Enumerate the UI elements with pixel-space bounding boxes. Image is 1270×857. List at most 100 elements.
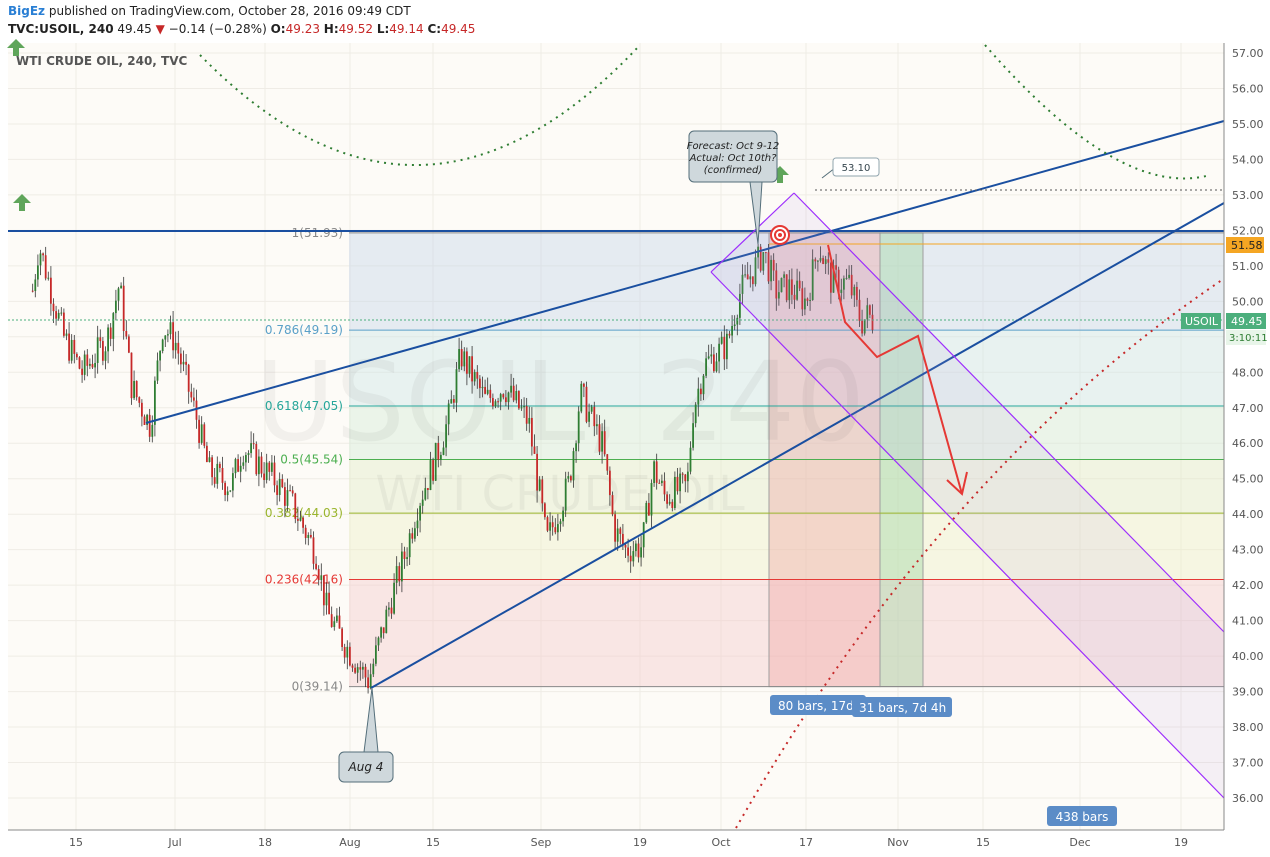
x-tick-label: 15 [426,836,440,849]
candle-body [515,391,518,401]
candle-body [432,460,434,481]
candle-body [775,270,778,299]
fib-level-label: 1(51.93) [292,226,343,240]
candle-body [161,339,164,352]
up-arrow-icon [13,194,31,211]
upper-trend-line[interactable] [145,120,1225,424]
candle-body [575,443,577,452]
close-label: C: [427,22,442,36]
symbol-tag-text: USOIL [1185,315,1219,328]
forecast-path[interactable] [827,244,963,495]
candle-body [567,476,570,479]
candle-body [94,362,96,368]
candle-body [538,479,541,491]
candle-body [99,337,102,342]
candle-body [468,356,471,374]
candle-body [151,424,154,437]
fib-zone [349,330,1224,406]
candle-body [679,473,681,492]
lower-trend-line[interactable] [370,202,1225,689]
channel-lower-line[interactable] [710,271,1225,799]
candle-body [556,524,559,533]
y-tick-label: 48.00 [1232,366,1264,379]
fib-level-label: 0.5(45.54) [280,453,343,467]
candle-body [840,289,843,293]
y-tick-label: 54.00 [1232,153,1264,166]
candle-body [335,615,338,622]
candle-body [489,389,492,399]
candle-body [458,349,460,370]
candle-body [790,279,793,295]
plot-background [8,43,1224,830]
watermark-symbol: USOIL, 240 [255,338,866,466]
candle-body [195,400,198,420]
candle-body [601,431,603,452]
channel-top-cap[interactable] [710,192,795,273]
cycle-arc-1[interactable] [199,44,641,166]
y-tick-label: 36.00 [1232,792,1264,805]
candle-body [478,378,481,389]
candle-body [770,259,772,282]
close-value: 49.45 [441,22,476,36]
candle-body [296,518,299,521]
candle-body [182,361,185,365]
candle-body [382,627,385,634]
candle-body [179,353,182,365]
x-tick-label: Nov [887,836,909,849]
candle-body [853,286,856,296]
channel-upper-line[interactable] [793,192,1225,633]
candle-body [81,368,83,375]
fib-level-label: 0.618(47.05) [265,399,343,413]
candle-body [803,298,806,310]
forecast-callout[interactable]: Forecast: Oct 9-12 Actual: Oct 10th? (co… [687,130,780,245]
candle-body [471,356,473,382]
target-price-label[interactable]: 53.10 [821,157,880,179]
candle-body [598,424,601,452]
fib-level-label: 0.382(44.03) [265,506,343,520]
candle-body [39,253,42,266]
candle-body [455,369,458,403]
candle-body [621,533,624,545]
candle-body [146,414,148,425]
x-tick-label: 18 [258,836,272,849]
candle-body [278,479,281,495]
candle-body [814,259,817,262]
target-marker-dot [778,233,782,237]
candle-body [229,490,232,492]
candle-body [247,453,250,456]
candle-body [437,442,440,460]
x-tick-label: 15 [976,836,990,849]
candle-body [512,385,515,401]
candle-body [112,313,115,339]
candle-body [86,354,89,366]
candle-body [34,279,37,291]
author-name[interactable]: BigEz [8,4,46,18]
symbol-label: TVC:USOIL, 240 [8,22,114,36]
y-tick-label: 41.00 [1232,615,1264,628]
candle-body [785,274,788,301]
candle-body [827,259,830,263]
candle-body [801,288,804,310]
aug-callout[interactable]: Aug 4 [338,687,394,783]
candle-body [52,303,55,312]
publish-info: published on TradingView.com, October 28… [48,4,411,18]
candle-body [252,443,255,445]
candle-body [767,252,770,282]
candle-body [439,454,442,460]
x-tick-label: Dec [1069,836,1090,849]
candle-body [83,354,86,375]
candle-body [286,490,289,506]
candle-body [705,358,707,376]
y-tick-label: 57.00 [1232,47,1264,60]
x-tick-label: Aug [339,836,360,849]
candle-body [447,403,450,425]
candle-body [689,447,692,472]
candle-body [114,300,117,314]
candle-body [710,354,713,357]
candle-body [504,397,507,403]
candle-body [845,277,848,279]
bars-count-text: 438 bars [1056,810,1109,824]
cycle-arc-2[interactable] [984,44,1211,180]
candle-body [101,341,104,361]
